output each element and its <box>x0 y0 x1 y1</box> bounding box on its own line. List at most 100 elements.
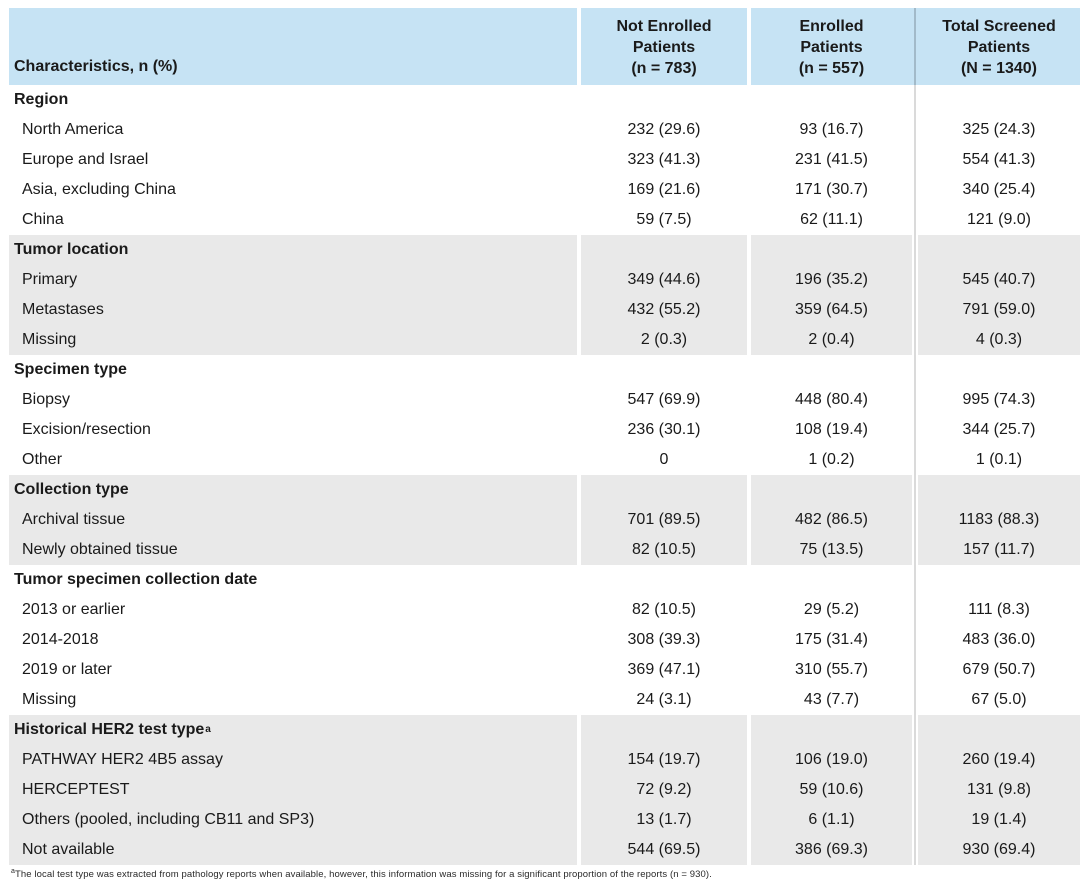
row-label: China <box>22 211 64 228</box>
section-tumor-location: Tumor location Primary 349 (44.6) 196 (35.2… <box>9 235 1080 355</box>
empty-cell <box>581 715 747 745</box>
row-label: Not available <box>22 841 115 858</box>
empty-cell <box>918 475 1080 505</box>
value-enrolled: 196 (35.2) <box>795 271 868 288</box>
row-label: HERCEPTEST <box>22 781 130 798</box>
empty-cell <box>581 565 747 595</box>
column-gap <box>747 235 751 265</box>
empty-cell <box>751 355 912 385</box>
row-label: Primary <box>22 271 78 288</box>
value-enrolled: 310 (55.7) <box>795 661 868 678</box>
empty-cell <box>581 235 747 265</box>
table-row: Missing 2 (0.3) 2 (0.4) 4 (0.3) <box>9 325 1080 355</box>
column-gap <box>747 385 751 415</box>
column-gap <box>747 835 751 865</box>
column-gap <box>747 175 751 205</box>
empty-cell <box>918 355 1080 385</box>
empty-cell <box>751 475 912 505</box>
column-divider <box>912 805 918 835</box>
section-title: Tumor specimen collection date <box>14 571 258 588</box>
column-gap <box>747 745 751 775</box>
empty-cell <box>918 715 1080 745</box>
value-total-screened: 1 (0.1) <box>975 451 1023 468</box>
value-not-enrolled: 547 (69.9) <box>627 391 701 408</box>
footnote-marker: a <box>11 867 15 875</box>
value-enrolled: 93 (16.7) <box>799 121 864 138</box>
value-not-enrolled: 2 (0.3) <box>640 331 688 348</box>
value-total-screened: 791 (59.0) <box>962 301 1036 318</box>
table-row: China 59 (7.5) 62 (11.1) 121 (9.0) <box>9 205 1080 235</box>
value-enrolled: 175 (31.4) <box>795 631 868 648</box>
column-gap <box>577 8 581 85</box>
column-gap <box>577 775 581 805</box>
value-enrolled: 482 (86.5) <box>795 511 868 528</box>
column-gap <box>747 355 751 385</box>
column-gap <box>577 415 581 445</box>
column-divider <box>912 295 918 325</box>
column-gap <box>747 415 751 445</box>
table-row: North America 232 (29.6) 93 (16.7) 325 (24.… <box>9 115 1080 145</box>
value-total-screened: 679 (50.7) <box>962 661 1036 678</box>
column-gap <box>747 775 751 805</box>
patient-characteristics-table: Characteristics, n (%) Not Enrolled Pati… <box>9 8 1080 880</box>
column-divider <box>912 595 918 625</box>
value-not-enrolled: 13 (1.7) <box>636 811 692 828</box>
table-row: Others (pooled, including CB11 and SP3) 1… <box>9 805 1080 835</box>
table-row: 2014-2018 308 (39.3) 175 (31.4) 483 (36.0) <box>9 625 1080 655</box>
column-gap <box>577 715 581 745</box>
value-enrolled: 1 (0.2) <box>808 451 855 468</box>
column-gap <box>577 205 581 235</box>
table-row: Primary 349 (44.6) 196 (35.2) 545 (40.7) <box>9 265 1080 295</box>
table-row: Archival tissue 701 (89.5) 482 (86.5) 1183 … <box>9 505 1080 535</box>
value-not-enrolled: 232 (29.6) <box>627 121 701 138</box>
section-title: Collection type <box>14 481 129 498</box>
value-not-enrolled: 82 (10.5) <box>631 541 697 558</box>
value-total-screened: 67 (5.0) <box>971 691 1027 708</box>
row-label: Other <box>22 451 63 468</box>
column-gap <box>577 145 581 175</box>
row-label: Missing <box>22 691 77 708</box>
column-divider <box>912 655 918 685</box>
column-gap <box>577 265 581 295</box>
section-title-row: Historical HER2 test type a <box>9 715 1080 745</box>
row-label: Missing <box>22 331 77 348</box>
column-gap <box>577 385 581 415</box>
value-not-enrolled: 323 (41.3) <box>627 151 701 168</box>
total-screened-column-header: Total Screened Patients (N = 1340) <box>942 18 1056 77</box>
table-row: Not available 544 (69.5) 386 (69.3) 930 (69… <box>9 835 1080 865</box>
column-divider <box>912 565 918 595</box>
section-collection-type: Collection type Archival tissue 701 (89.5)… <box>9 475 1080 565</box>
value-enrolled: 106 (19.0) <box>795 751 868 768</box>
column-divider <box>912 385 918 415</box>
row-label: PATHWAY HER2 4B5 assay <box>22 751 223 768</box>
column-gap <box>747 445 751 475</box>
empty-cell <box>751 565 912 595</box>
value-not-enrolled: 701 (89.5) <box>627 511 701 528</box>
column-divider <box>912 445 918 475</box>
table-row: Europe and Israel 323 (41.3) 231 (41.5) 554… <box>9 145 1080 175</box>
row-label: Others (pooled, including CB11 and SP3) <box>22 811 315 828</box>
section-historical-her2-test-type: Historical HER2 test type a PATHWAY HER2 4… <box>9 715 1080 865</box>
value-total-screened: 111 (8.3) <box>968 601 1030 618</box>
column-gap <box>747 8 751 85</box>
table-row: Asia, excluding China 169 (21.6) 171 (30.7… <box>9 175 1080 205</box>
empty-cell <box>581 85 747 115</box>
column-divider <box>912 8 918 85</box>
section-region: Region North America 232 (29.6) 93 (16.7) 32… <box>9 85 1080 235</box>
column-divider <box>912 415 918 445</box>
column-gap <box>747 475 751 505</box>
value-not-enrolled: 24 (3.1) <box>636 691 692 708</box>
value-enrolled: 231 (41.5) <box>795 151 868 168</box>
column-gap <box>577 325 581 355</box>
value-enrolled: 386 (69.3) <box>795 841 868 858</box>
value-not-enrolled: 369 (47.1) <box>627 661 701 678</box>
enrolled-column-header: Enrolled Patients (n = 557) <box>798 18 865 77</box>
value-total-screened: 131 (9.8) <box>966 781 1032 798</box>
column-divider <box>912 85 918 115</box>
value-not-enrolled: 154 (19.7) <box>627 751 701 768</box>
value-total-screened: 260 (19.4) <box>962 751 1036 768</box>
row-label: Newly obtained tissue <box>22 541 178 558</box>
table-footnote: aThe local test type was extracted from … <box>11 867 1080 880</box>
characteristics-column-header: Characteristics, n (%) <box>14 58 178 75</box>
column-gap <box>747 505 751 535</box>
